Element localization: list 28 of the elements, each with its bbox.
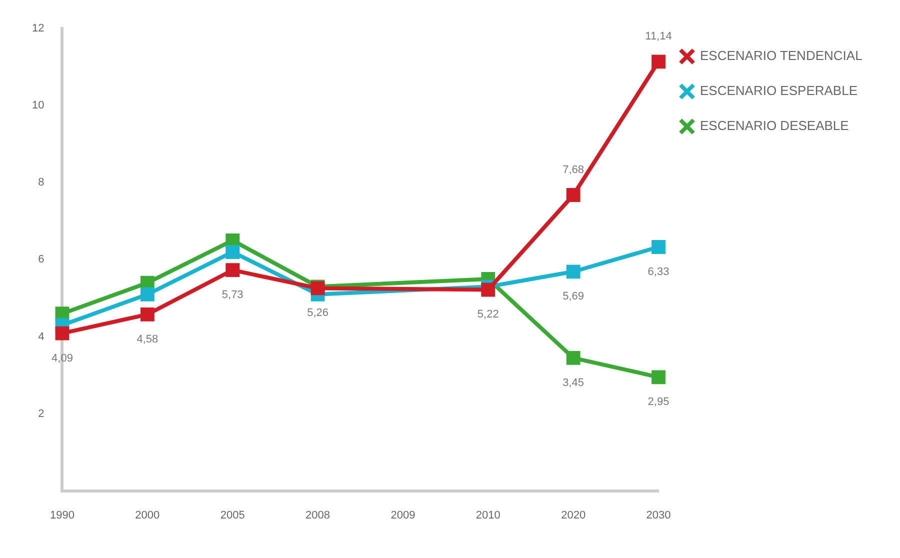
data-label: 5,69 [562, 290, 584, 303]
data-label: 11,14 [645, 30, 672, 43]
data-label: 4,58 [136, 333, 158, 346]
x-tick-label: 1990 [50, 509, 74, 522]
data-label: 6,33 [648, 266, 670, 278]
data-label: 5,22 [477, 308, 499, 321]
data-label: 7,68 [562, 164, 584, 176]
data-label: 2,95 [648, 396, 670, 408]
x-tick-label: 2000 [135, 509, 160, 522]
x-tick-label: 2030 [646, 509, 671, 522]
x-tick-label: 2010 [476, 509, 500, 522]
y-tick-label: 4 [38, 330, 44, 343]
y-tick-label: 2 [38, 408, 44, 420]
y-tick-label: 8 [38, 176, 44, 189]
x-tick-label: 2009 [390, 509, 416, 522]
data-label: 3,45 [562, 376, 584, 389]
x-tick-label: 2008 [306, 509, 330, 522]
x-tick-label: 2020 [561, 509, 586, 522]
data-label: 5,73 [222, 289, 244, 302]
x-tick-label: 2005 [220, 509, 245, 522]
data-label: 4,09 [52, 352, 73, 364]
y-tick-label: 10 [32, 100, 44, 112]
legend-label: ESCENARIO ESPERABLE [700, 83, 858, 98]
legend-label: ESCENARIO TENDENCIAL [700, 48, 862, 64]
legend-label: ESCENARIO DESEABLE [700, 118, 850, 134]
data-label: 5,26 [307, 307, 328, 320]
y-tick-label: 6 [38, 254, 44, 266]
y-tick-label: 12 [32, 22, 44, 35]
